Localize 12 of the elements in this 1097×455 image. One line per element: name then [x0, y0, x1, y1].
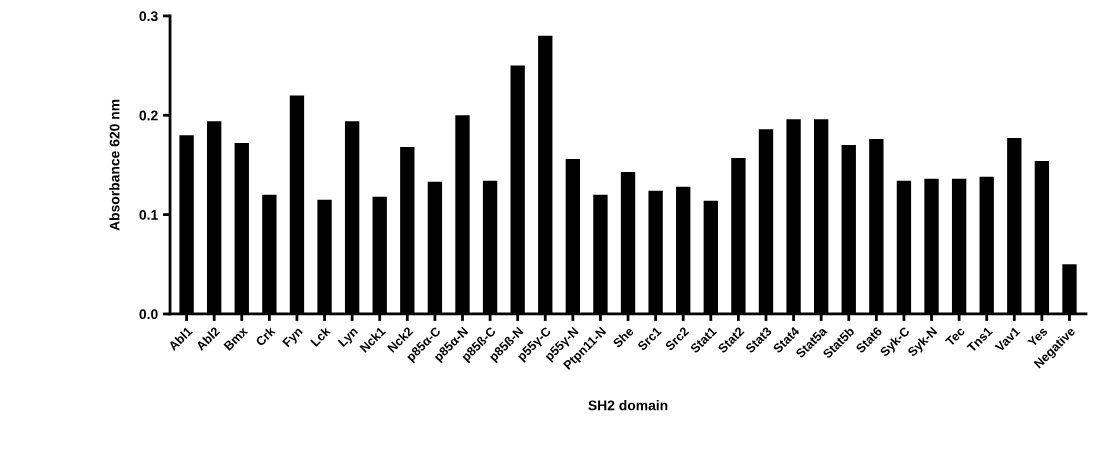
x-tick-label: Lyn [337, 326, 360, 349]
x-tick-label: Tec [944, 326, 966, 347]
y-tick-label: 0.3 [139, 11, 158, 22]
x-tick-label: She [612, 326, 635, 349]
x-tick-label: Fyn [282, 326, 305, 350]
y-tick-label: 0.1 [139, 209, 158, 220]
x-tick-label: Lck [309, 325, 332, 347]
y-axis-title: Absorbance 620 nm [109, 99, 120, 231]
y-tick-label: 0.0 [139, 309, 158, 320]
x-axis-title: SH2 domain [588, 400, 668, 411]
y-tick-label: 0.2 [139, 110, 158, 121]
x-tick-label: Crk [254, 325, 276, 347]
